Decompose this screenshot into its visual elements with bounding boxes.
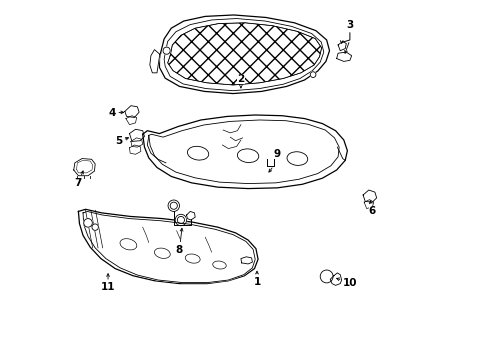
Polygon shape [363,190,376,202]
Ellipse shape [286,152,307,165]
Polygon shape [124,106,139,117]
Polygon shape [167,23,321,85]
Polygon shape [142,115,346,189]
Text: 10: 10 [336,278,357,288]
Text: 2: 2 [237,74,244,88]
Polygon shape [336,52,351,62]
Circle shape [163,47,170,54]
Circle shape [168,200,179,211]
Polygon shape [148,120,339,184]
Circle shape [175,214,186,226]
Circle shape [83,219,92,227]
Text: 9: 9 [272,149,280,159]
Text: 1: 1 [253,271,260,287]
Polygon shape [77,160,93,173]
Text: 8: 8 [176,228,183,255]
Polygon shape [83,211,255,283]
Text: 3: 3 [346,20,353,30]
Polygon shape [74,158,95,176]
Ellipse shape [187,146,208,160]
Text: 7: 7 [75,171,83,188]
Polygon shape [164,18,323,91]
Polygon shape [159,15,329,94]
Polygon shape [129,129,144,141]
Ellipse shape [154,248,170,258]
Polygon shape [364,200,373,208]
Polygon shape [261,171,272,181]
Text: 5: 5 [115,136,128,147]
Polygon shape [329,273,341,285]
Text: 11: 11 [101,274,115,292]
Polygon shape [186,211,195,220]
Polygon shape [131,138,142,147]
Ellipse shape [237,149,258,162]
Polygon shape [260,154,271,165]
Circle shape [320,270,332,283]
Circle shape [309,72,315,77]
Polygon shape [125,116,136,125]
Polygon shape [241,257,252,264]
Polygon shape [129,145,141,154]
Ellipse shape [120,239,137,250]
Polygon shape [149,50,160,73]
Circle shape [92,224,98,230]
Polygon shape [78,209,258,284]
Text: 4: 4 [108,108,123,118]
Text: 6: 6 [368,201,375,216]
Circle shape [177,216,184,224]
Circle shape [170,202,177,209]
Ellipse shape [185,254,200,263]
Ellipse shape [212,261,226,269]
Polygon shape [337,41,346,51]
